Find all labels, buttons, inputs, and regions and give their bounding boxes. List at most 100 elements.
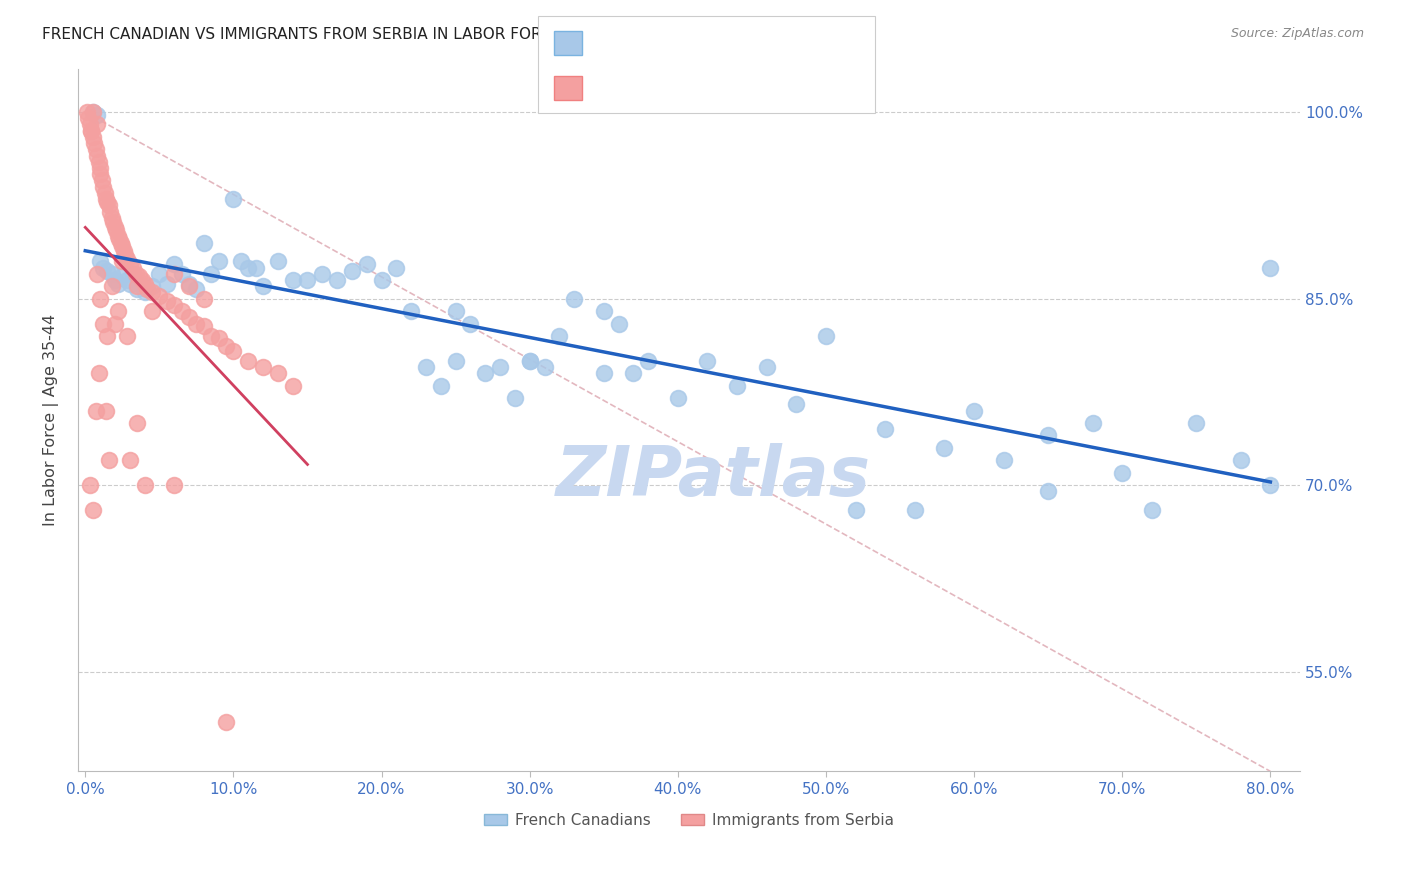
Point xyxy=(200,267,222,281)
Point xyxy=(82,503,104,517)
Point xyxy=(86,267,108,281)
Point xyxy=(82,105,104,120)
Point xyxy=(94,403,117,417)
Point xyxy=(89,167,111,181)
Point xyxy=(725,378,748,392)
Legend: French Canadians, Immigrants from Serbia: French Canadians, Immigrants from Serbia xyxy=(478,806,900,834)
Point xyxy=(163,478,186,492)
Point xyxy=(111,254,134,268)
Point xyxy=(1111,466,1133,480)
Point xyxy=(163,298,186,312)
Point xyxy=(79,478,101,492)
Point xyxy=(340,264,363,278)
Point xyxy=(90,173,112,187)
Point xyxy=(238,354,260,368)
Point xyxy=(1038,484,1060,499)
Point xyxy=(104,219,127,234)
Point xyxy=(87,154,110,169)
Point xyxy=(444,354,467,368)
Point xyxy=(666,391,689,405)
Point xyxy=(281,273,304,287)
Point xyxy=(177,279,200,293)
Point xyxy=(121,260,143,275)
Point xyxy=(170,267,193,281)
Point xyxy=(127,279,149,293)
Point xyxy=(124,267,146,281)
Point xyxy=(86,148,108,162)
Point xyxy=(141,304,163,318)
Point xyxy=(163,267,186,281)
Point xyxy=(1229,453,1251,467)
Point xyxy=(84,403,107,417)
Text: R =  0.088   N = 80: R = 0.088 N = 80 xyxy=(583,34,759,52)
Point xyxy=(115,273,138,287)
Point xyxy=(118,453,141,467)
Point xyxy=(112,244,135,259)
Point xyxy=(91,179,114,194)
Point xyxy=(93,186,115,200)
Point xyxy=(118,277,141,291)
Point xyxy=(533,360,555,375)
Y-axis label: In Labor Force | Age 35-44: In Labor Force | Age 35-44 xyxy=(44,314,59,526)
Point xyxy=(111,269,134,284)
Point xyxy=(163,257,186,271)
Point xyxy=(519,354,541,368)
Point xyxy=(83,136,105,150)
Point xyxy=(86,118,108,132)
Point xyxy=(193,235,215,250)
Point xyxy=(934,441,956,455)
Point xyxy=(267,366,290,380)
Point xyxy=(193,318,215,333)
Point xyxy=(80,124,103,138)
Point xyxy=(141,279,163,293)
Point xyxy=(222,343,245,358)
Point xyxy=(592,366,614,380)
Point xyxy=(245,260,267,275)
Point xyxy=(103,214,125,228)
Point xyxy=(107,304,129,318)
Point xyxy=(489,360,512,375)
Point xyxy=(170,304,193,318)
Point xyxy=(115,252,138,266)
Point xyxy=(104,317,127,331)
Point xyxy=(193,292,215,306)
Point xyxy=(136,282,159,296)
Point xyxy=(755,360,778,375)
Point xyxy=(1140,503,1163,517)
Point xyxy=(474,366,496,380)
Text: R = -0.148   N = 80: R = -0.148 N = 80 xyxy=(583,79,761,97)
Point xyxy=(1081,416,1104,430)
Point xyxy=(96,264,118,278)
Point xyxy=(1260,478,1282,492)
Point xyxy=(875,422,897,436)
Point xyxy=(101,211,124,225)
Point xyxy=(101,267,124,281)
Point xyxy=(91,317,114,331)
Point xyxy=(637,354,659,368)
Point xyxy=(177,277,200,291)
Point xyxy=(562,292,585,306)
Point xyxy=(430,378,453,392)
Point xyxy=(100,204,122,219)
Point xyxy=(460,317,482,331)
Point xyxy=(297,273,319,287)
Point xyxy=(107,229,129,244)
Point xyxy=(79,118,101,132)
Point xyxy=(115,329,138,343)
Point xyxy=(845,503,868,517)
Text: ZIPatlas: ZIPatlas xyxy=(555,442,870,509)
Point xyxy=(267,254,290,268)
Point xyxy=(134,478,156,492)
Point xyxy=(785,397,807,411)
Point xyxy=(105,223,128,237)
Point xyxy=(128,269,150,284)
Point xyxy=(370,273,392,287)
Point xyxy=(101,279,124,293)
Point xyxy=(200,329,222,343)
Text: FRENCH CANADIAN VS IMMIGRANTS FROM SERBIA IN LABOR FORCE | AGE 35-44 CORRELATION: FRENCH CANADIAN VS IMMIGRANTS FROM SERBI… xyxy=(42,27,827,43)
Point xyxy=(252,279,274,293)
Point xyxy=(621,366,644,380)
Point xyxy=(904,503,927,517)
Point xyxy=(89,292,111,306)
Point xyxy=(156,277,179,291)
